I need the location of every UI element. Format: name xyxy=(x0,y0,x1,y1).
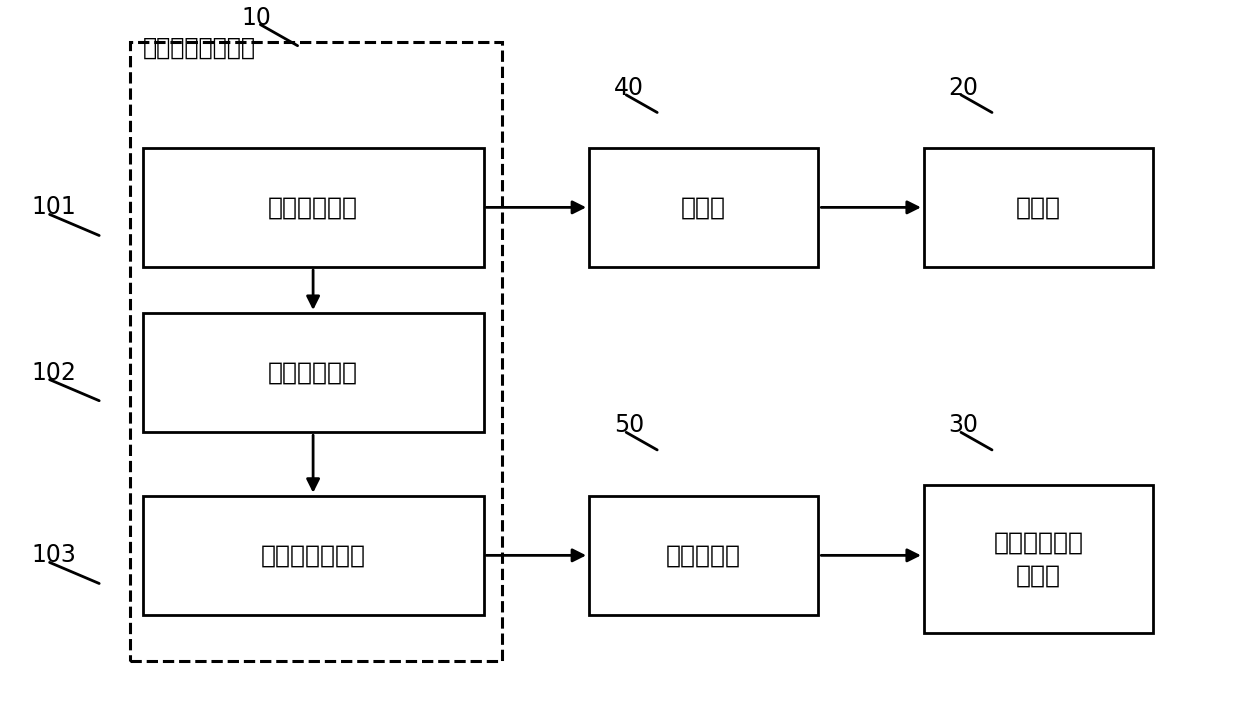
Bar xyxy=(130,42,502,661)
Text: 101: 101 xyxy=(31,195,76,219)
Text: 50: 50 xyxy=(614,413,644,437)
Bar xyxy=(924,148,1153,267)
Text: 主控制系统报
警模块: 主控制系统报 警模块 xyxy=(993,530,1084,588)
Text: 10: 10 xyxy=(242,6,272,30)
Text: 103: 103 xyxy=(31,543,76,567)
Bar xyxy=(143,496,484,615)
Text: 30: 30 xyxy=(949,413,978,437)
Text: 102: 102 xyxy=(31,361,76,385)
Text: 40: 40 xyxy=(614,76,644,100)
Text: 开关量输出单元: 开关量输出单元 xyxy=(260,543,366,567)
Bar xyxy=(589,496,818,615)
Text: 信号采集处理模块: 信号采集处理模块 xyxy=(143,36,255,60)
Text: 交换机: 交换机 xyxy=(681,195,727,219)
Text: 高速计数单元: 高速计数单元 xyxy=(268,195,358,219)
Bar xyxy=(589,148,818,267)
Text: 上位机: 上位机 xyxy=(1016,195,1061,219)
Bar xyxy=(924,485,1153,633)
Bar xyxy=(143,148,484,267)
Text: 中间继电器: 中间继电器 xyxy=(666,543,742,567)
Text: 中央处理单元: 中央处理单元 xyxy=(268,361,358,385)
Bar xyxy=(143,313,484,432)
Text: 20: 20 xyxy=(949,76,978,100)
